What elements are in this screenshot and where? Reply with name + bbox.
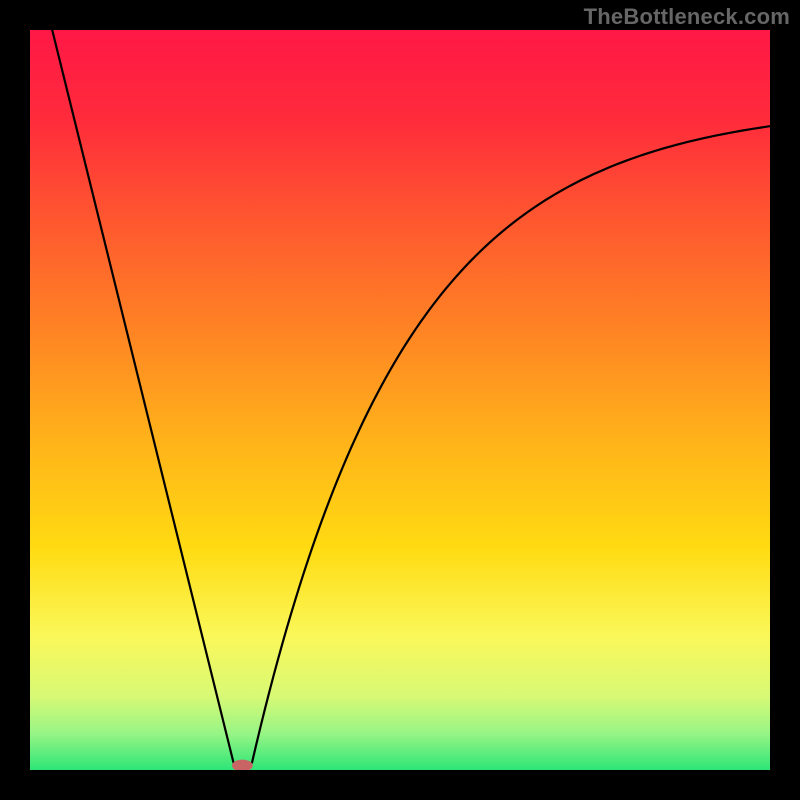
plot-background — [30, 30, 770, 770]
watermark-text: TheBottleneck.com — [584, 4, 790, 30]
bottleneck-plot — [30, 30, 770, 770]
chart-frame: TheBottleneck.com — [0, 0, 800, 800]
